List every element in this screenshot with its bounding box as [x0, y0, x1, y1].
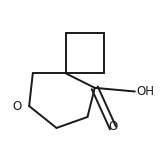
Text: OH: OH — [137, 85, 155, 98]
Text: O: O — [13, 100, 22, 113]
Text: O: O — [108, 120, 118, 133]
